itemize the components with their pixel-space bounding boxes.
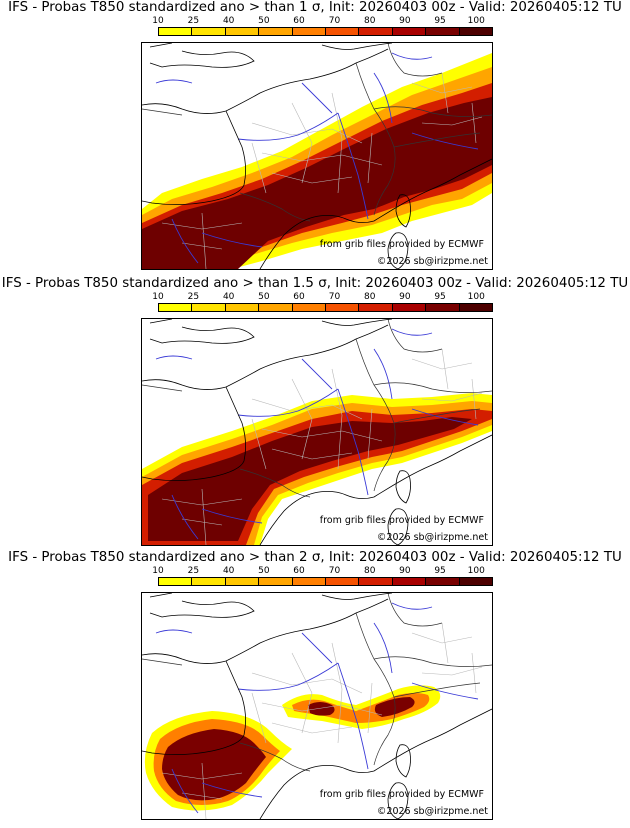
probability-map: from grib files provided by ECMWF ©2026 … [141,42,493,270]
colorbar-swatch [159,304,193,311]
colorbar-label: 70 [328,16,341,26]
colorbar [158,27,493,36]
colorbar-label: 80 [363,292,376,302]
colorbar-label: 60 [293,16,305,26]
colorbar-swatch [292,304,327,311]
colorbar-labels: 10 25 40 50 60 70 80 90 95 100 [152,566,493,577]
colorbar-swatch [326,578,360,585]
colorbar-swatch [259,28,293,35]
colorbar-label: 50 [258,16,270,26]
prob-zone-95 [142,97,492,269]
map-canvas [142,593,492,819]
colorbar-swatch [259,304,293,311]
data-provider-credit: from grib files provided by ECMWF [319,789,484,800]
copyright-credit: ©2026 sb@irizpme.net [376,806,488,817]
colorbar-swatch [392,304,427,311]
colorbar-swatch [426,304,460,311]
colorbar-label: 90 [399,566,411,576]
colorbar-swatch [392,28,427,35]
colorbar-swatch [459,578,493,585]
colorbar-swatch [392,578,427,585]
colorbar-swatch [159,28,193,35]
map-canvas [142,43,492,269]
colorbar-swatch [359,578,393,585]
colorbar-label: 80 [363,566,376,576]
colorbar [158,577,493,586]
colorbar-swatch [426,578,460,585]
colorbar-label: 90 [399,292,411,302]
colorbar-label: 100 [467,16,485,26]
probability-map: from grib files provided by ECMWF ©2026 … [141,592,493,820]
colorbar-label: 60 [293,292,305,302]
colorbar-swatch [192,28,226,35]
colorbar-label: 10 [152,566,164,576]
data-provider-credit: from grib files provided by ECMWF [319,515,484,526]
panel-2-sigma: IFS - Probas T850 standardized ano > tha… [0,550,630,820]
colorbar-swatch [225,578,260,585]
colorbar-label: 70 [328,566,341,576]
colorbar-swatch [292,28,327,35]
colorbar-labels: 10 25 40 50 60 70 80 90 95 100 [152,292,493,303]
colorbar-swatch [192,578,226,585]
colorbar-labels: 10 25 40 50 60 70 80 90 95 100 [152,16,493,27]
colorbar-label: 50 [258,566,270,576]
colorbar-swatch [326,28,360,35]
colorbar-swatch [259,578,293,585]
colorbar-label: 100 [467,292,485,302]
panel-1-5-sigma: IFS - Probas T850 standardized ano > tha… [0,276,630,546]
data-provider-credit: from grib files provided by ECMWF [319,239,484,250]
colorbar-label: 25 [187,16,200,26]
copyright-credit: ©2026 sb@irizpme.net [376,256,488,267]
colorbar-swatch [225,28,260,35]
prob-zone-95 [162,697,415,801]
copyright-credit: ©2026 sb@irizpme.net [376,532,488,543]
colorbar-swatch [159,578,193,585]
colorbar-label: 25 [187,292,200,302]
panel-title: IFS - Probas T850 standardized ano > tha… [1,276,629,291]
colorbar-label: 40 [222,16,235,26]
panel-title: IFS - Probas T850 standardized ano > tha… [8,0,622,15]
colorbar-swatch [192,304,226,311]
colorbar-swatch [359,304,393,311]
colorbar-label: 95 [434,566,446,576]
colorbar-label: 70 [328,292,341,302]
colorbar-label: 25 [187,566,200,576]
colorbar-label: 40 [222,566,235,576]
colorbar-label: 95 [434,292,446,302]
colorbar-label: 60 [293,566,305,576]
colorbar-swatch [292,578,327,585]
colorbar-label: 80 [363,16,376,26]
colorbar-swatch [225,304,260,311]
colorbar-label: 95 [434,16,446,26]
colorbar-label: 90 [399,16,411,26]
colorbar-swatch [426,28,460,35]
colorbar-swatch [326,304,360,311]
colorbar [158,303,493,312]
map-canvas [142,319,492,545]
probability-map: from grib files provided by ECMWF ©2026 … [141,318,493,546]
colorbar-swatch [359,28,393,35]
colorbar-label: 40 [222,292,235,302]
colorbar-label: 10 [152,292,164,302]
prob-zone-95 [148,417,472,541]
colorbar-label: 10 [152,16,164,26]
colorbar-label: 100 [467,566,485,576]
panel-1-sigma: IFS - Probas T850 standardized ano > tha… [0,0,630,270]
colorbar-swatch [459,28,493,35]
colorbar-label: 50 [258,292,270,302]
colorbar-swatch [459,304,493,311]
panel-title: IFS - Probas T850 standardized ano > tha… [8,550,622,565]
